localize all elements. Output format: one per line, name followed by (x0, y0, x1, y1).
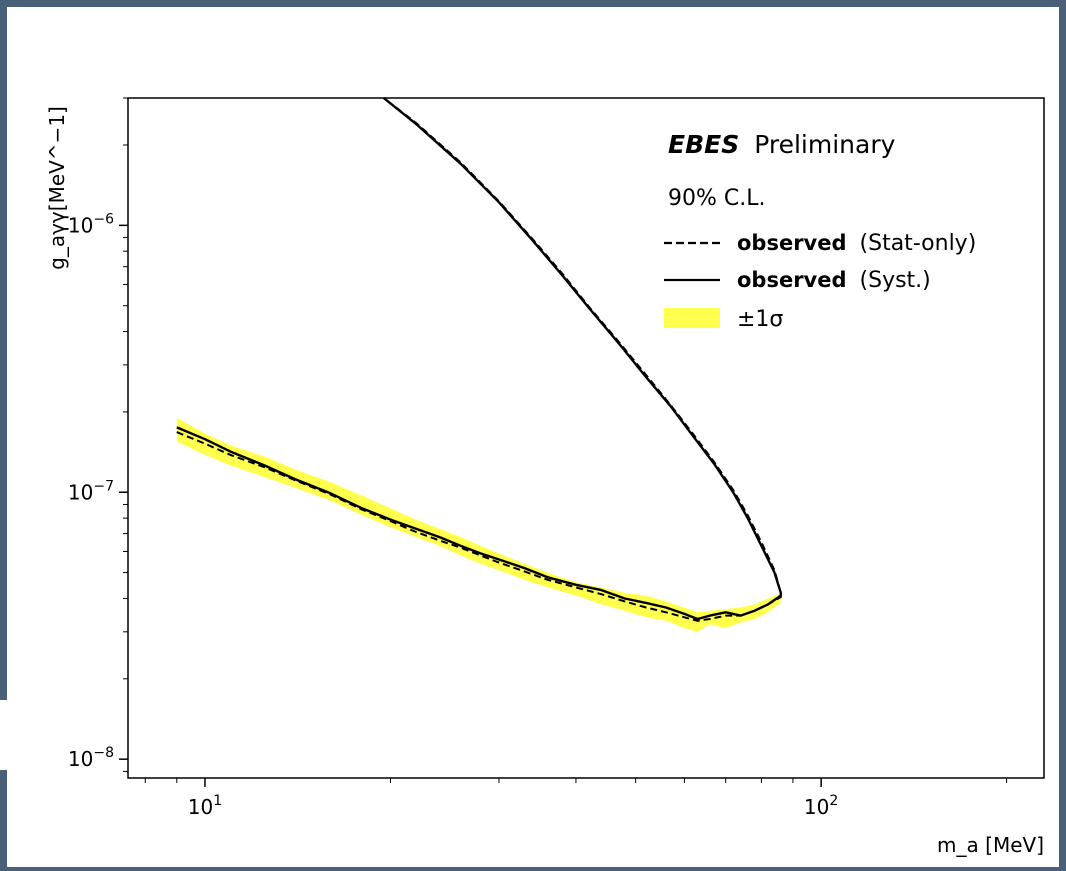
x-tick-label: 101 (188, 793, 222, 819)
y-tick-label: 10−7 (68, 478, 114, 504)
observed-stat-only-line (176, 97, 782, 622)
y-axis-label: g_aγγ[MeV^−1] (45, 106, 69, 270)
limit-lines-layer (176, 97, 782, 622)
y-tick-label: 10−8 (68, 745, 114, 771)
legend-entry-syst-rest: (Syst.) (860, 268, 931, 293)
x-tick-exponent: 2 (829, 793, 838, 809)
y-tick-exponent: −8 (93, 745, 114, 761)
y-tick-exponent: −6 (93, 211, 114, 227)
legend-entry-stat-only-rest: (Stat-only) (860, 231, 977, 256)
y-tick-base: 10 (68, 213, 93, 237)
y-tick-base: 10 (68, 480, 93, 504)
legend-entry-stat-only: observed (Stat-only) (737, 231, 976, 256)
y-tick-exponent: −7 (93, 478, 114, 494)
legend-brand: EBES (668, 130, 739, 159)
observed-syst-line (176, 97, 782, 621)
x-tick-exponent: 1 (213, 793, 222, 809)
x-tick-base: 10 (804, 795, 829, 819)
legend-entry-syst-bold: observed (737, 268, 847, 292)
legend: EBES Preliminary 90% C.L. observed (Stat… (664, 130, 976, 332)
sigma-band-layer (176, 417, 781, 632)
legend-cl: 90% C.L. (668, 186, 766, 211)
legend-brand-suffix: Preliminary (754, 130, 895, 159)
legend-entry-stat-only-bold: observed (737, 231, 847, 255)
legend-entry-syst: observed (Syst.) (737, 268, 931, 293)
legend-band-swatch (664, 308, 720, 328)
left-edge-marker (0, 700, 7, 770)
x-tick-label: 102 (804, 793, 838, 819)
y-tick-base: 10 (68, 747, 93, 771)
sigma-band (176, 417, 781, 632)
plot-frame (127, 97, 1045, 779)
x-axis-label: m_a [MeV] (937, 833, 1044, 857)
legend-brand-line: EBES Preliminary (668, 130, 896, 159)
y-tick-label: 10−6 (68, 211, 114, 237)
x-tick-base: 10 (188, 795, 213, 819)
legend-entry-band: ±1σ (737, 307, 783, 332)
